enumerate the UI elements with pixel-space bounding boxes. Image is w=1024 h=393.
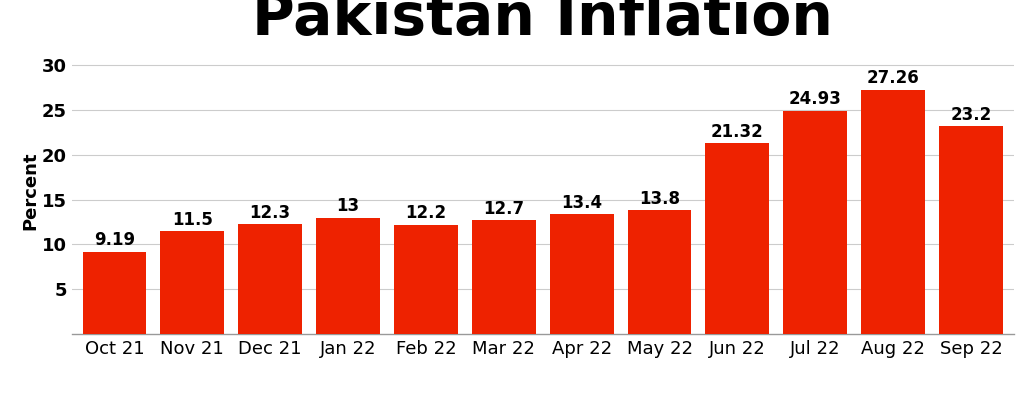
Bar — [239, 224, 302, 334]
Bar — [316, 217, 380, 334]
Text: 27.26: 27.26 — [866, 70, 920, 87]
Y-axis label: Percent: Percent — [22, 151, 39, 230]
Bar — [783, 110, 847, 334]
Text: 12.3: 12.3 — [250, 204, 291, 222]
Text: 13.8: 13.8 — [639, 190, 680, 208]
Bar — [472, 220, 536, 334]
Bar — [161, 231, 224, 334]
Bar — [394, 225, 458, 334]
Text: 12.2: 12.2 — [406, 204, 446, 222]
Text: 12.7: 12.7 — [483, 200, 524, 218]
Text: 13: 13 — [337, 197, 359, 215]
Text: 11.5: 11.5 — [172, 211, 213, 229]
Text: 21.32: 21.32 — [711, 123, 764, 141]
Bar — [550, 214, 613, 334]
Bar — [83, 252, 146, 334]
Text: 9.19: 9.19 — [94, 231, 135, 250]
Bar — [628, 210, 691, 334]
Bar — [706, 143, 769, 334]
Text: 23.2: 23.2 — [950, 106, 991, 124]
Bar — [861, 90, 925, 334]
Title: Pakistan Inflation: Pakistan Inflation — [252, 0, 834, 47]
Text: 13.4: 13.4 — [561, 194, 602, 212]
Text: 24.93: 24.93 — [788, 90, 842, 108]
Bar — [939, 126, 1002, 334]
